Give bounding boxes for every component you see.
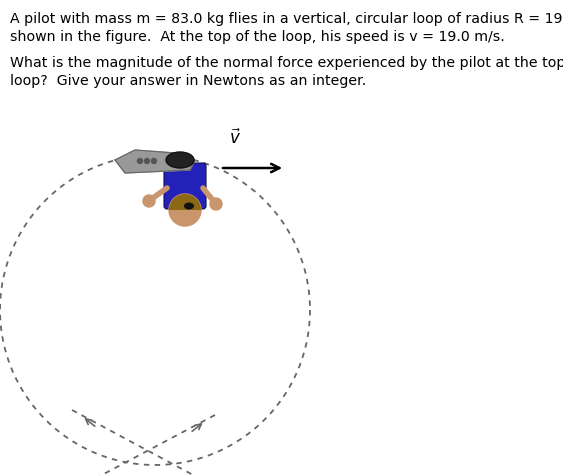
Text: $\vec{v}$: $\vec{v}$ — [229, 129, 241, 148]
Ellipse shape — [166, 152, 194, 168]
Circle shape — [143, 195, 155, 207]
Circle shape — [210, 198, 222, 210]
Circle shape — [169, 194, 201, 226]
Text: shown in the figure.  At the top of the loop, his speed is v = 19.0 m/s.: shown in the figure. At the top of the l… — [10, 30, 505, 44]
Circle shape — [137, 159, 142, 163]
Text: loop?  Give your answer in Newtons as an integer.: loop? Give your answer in Newtons as an … — [10, 74, 367, 88]
Polygon shape — [115, 150, 195, 173]
FancyBboxPatch shape — [164, 163, 206, 209]
Ellipse shape — [184, 202, 194, 209]
Text: A pilot with mass m = 83.0 kg flies in a vertical, circular loop of radius R = 1: A pilot with mass m = 83.0 kg flies in a… — [10, 12, 563, 26]
Text: What is the magnitude of the normal force experienced by the pilot at the top of: What is the magnitude of the normal forc… — [10, 56, 563, 70]
Circle shape — [145, 159, 150, 163]
Wedge shape — [169, 194, 201, 210]
Circle shape — [151, 159, 157, 163]
